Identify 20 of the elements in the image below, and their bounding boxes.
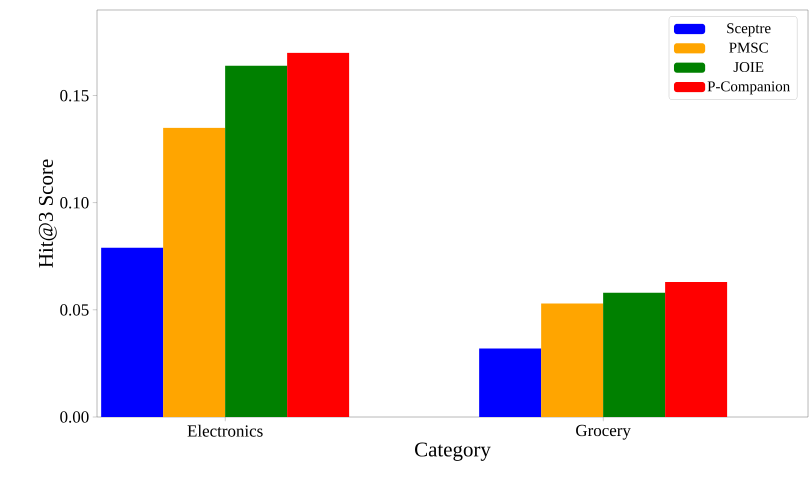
x-tick-label: Electronics (188, 424, 263, 437)
x-axis-title: Category (415, 442, 491, 461)
bar (225, 66, 288, 417)
y-axis-title: Hit@3 Score (38, 160, 57, 268)
bar (603, 292, 666, 417)
y-tick-label: 0.10 (60, 197, 89, 209)
legend-label: P-Companion (708, 81, 790, 94)
legend-label: Sceptre (727, 23, 771, 36)
bar (479, 348, 542, 417)
x-tick-label: Grocery (576, 424, 631, 440)
bar (665, 282, 728, 417)
bar (541, 303, 604, 417)
legend-label: PMSC (729, 42, 768, 53)
legend-label: JOIE (734, 62, 764, 72)
y-tick-label: 0.00 (60, 411, 89, 423)
bar (101, 248, 164, 417)
y-tick-label: 0.15 (60, 90, 89, 102)
bar (163, 128, 226, 417)
bar (287, 52, 350, 417)
y-tick-label: 0.05 (60, 304, 89, 316)
